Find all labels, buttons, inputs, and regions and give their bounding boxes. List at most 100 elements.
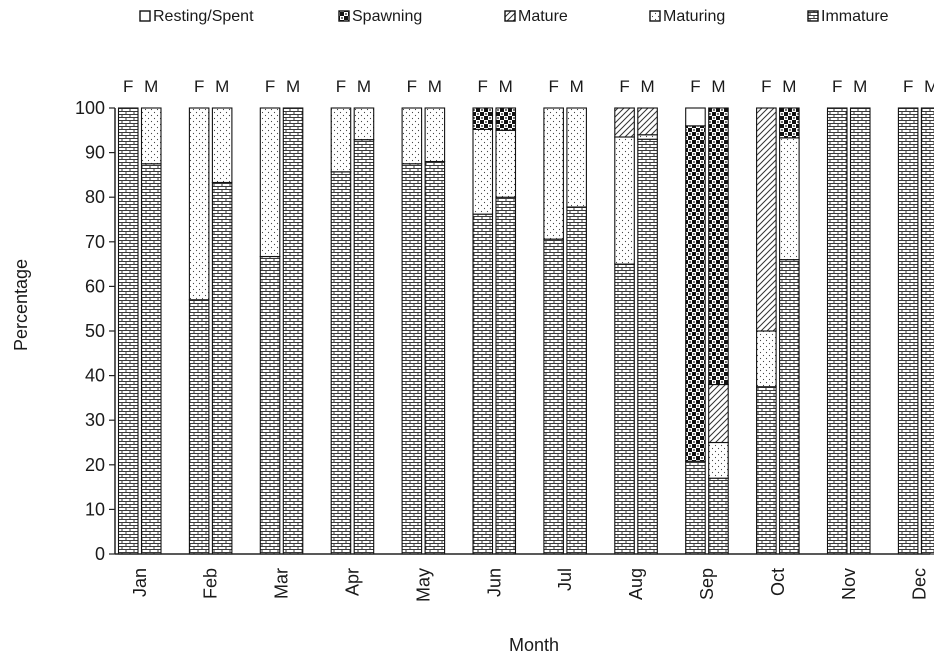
bar-segment-spawning [779, 107, 800, 139]
sex-label-f: F [761, 77, 771, 96]
x-tick-label: Feb [201, 568, 221, 599]
y-tick-label: 90 [85, 143, 105, 163]
sex-label-f: F [336, 77, 346, 96]
bar-aug-m [637, 107, 658, 555]
bar-segment-immature [708, 477, 729, 555]
x-tick-label: Oct [768, 568, 788, 596]
bar-segment-immature [140, 163, 162, 555]
x-tick-label: Jun [484, 568, 504, 597]
sex-label-m: M [711, 77, 725, 96]
bar-jun-m [495, 107, 517, 555]
bar-mar-m [282, 107, 304, 555]
sex-label-m: M [782, 77, 796, 96]
bar-segment-resting [685, 107, 706, 127]
bar-segment-maturing [637, 134, 658, 140]
bar-segment-immature [685, 460, 706, 555]
legend-swatch [649, 10, 661, 22]
bar-jul-m [566, 107, 587, 555]
y-tick-label: 20 [85, 455, 105, 475]
bar-jul-f [543, 107, 564, 555]
legend: Resting/Spent Spawning Mature Maturing Immat… [139, 8, 889, 25]
sex-label-m: M [853, 77, 867, 96]
legend-swatch [338, 10, 350, 22]
bar-segment-maturing [259, 107, 281, 258]
bar-segment-immature [495, 196, 517, 555]
legend-swatch [504, 10, 516, 22]
bar-mar-f [259, 107, 281, 555]
sex-label-f: F [123, 77, 133, 96]
legend-label: Spawning [352, 8, 422, 25]
bar-may-f [401, 107, 423, 555]
bar-segment-mature [708, 383, 729, 444]
y-tick-label: 50 [85, 321, 105, 341]
axes: 0 10 20 30 40 50 60 70 80 90 100 Jan Feb Mar Apr May Jun… [75, 98, 930, 602]
bar-segment-immature [211, 181, 233, 555]
legend-item-maturing: Maturing [649, 8, 725, 25]
bar-nov-m [849, 107, 871, 555]
bar-segment-immature [779, 259, 800, 555]
bar-segment-immature [353, 139, 375, 555]
bar-segment-maturing [779, 137, 800, 261]
bar-segment-immature [614, 263, 635, 555]
bar-nov-f [826, 107, 848, 555]
y-tick-label: 80 [85, 187, 105, 207]
x-tick-label: Dec [910, 568, 930, 600]
y-tick-label: 30 [85, 410, 105, 430]
sex-label-m: M [924, 77, 934, 96]
bar-segment-immature [543, 238, 564, 555]
bar-feb-f [188, 107, 210, 555]
legend-item-spawning: Spawning [338, 8, 422, 25]
sex-label-m: M [499, 77, 513, 96]
bar-apr-m [353, 107, 375, 555]
bar-segment-maturing [756, 330, 777, 388]
y-tick-label: 40 [85, 366, 105, 386]
bar-segment-immature [920, 107, 934, 555]
x-tick-label: Sep [697, 568, 717, 600]
sex-label-f: F [407, 77, 417, 96]
bar-segment-immature [849, 107, 871, 555]
bar-oct-f [756, 107, 777, 555]
bar-segment-maturing [495, 129, 517, 198]
bar-segment-maturing [211, 107, 233, 184]
bar-dec-m [920, 107, 934, 555]
bar-segment-immature [401, 163, 423, 555]
sex-label-f: F [690, 77, 700, 96]
sex-label-m: M [215, 77, 229, 96]
bar-segment-immature [282, 107, 304, 555]
x-tick-label: Apr [342, 568, 362, 596]
legend-item-mature: Mature [504, 8, 568, 25]
bar-segment-maturing [188, 107, 210, 301]
sex-label-m: M [286, 77, 300, 96]
sex-label-f: F [832, 77, 842, 96]
sex-label-m: M [428, 77, 442, 96]
bar-segment-spawning [495, 107, 517, 131]
bar-segment-maturing [140, 107, 162, 165]
bar-feb-m [211, 107, 233, 555]
bar-segment-immature [424, 160, 446, 555]
sex-label-f: F [619, 77, 629, 96]
bar-sep-f [685, 107, 706, 555]
legend-item-immature: Immature [807, 8, 889, 25]
legend-item-resting: Resting/Spent [139, 8, 254, 25]
y-tick-label: 0 [95, 544, 105, 564]
sex-label-f: F [265, 77, 275, 96]
x-tick-label: Aug [626, 568, 646, 600]
bar-sep-m [708, 107, 729, 555]
x-tick-label: Nov [839, 568, 859, 600]
bar-segment-spawning [708, 107, 729, 386]
bar-segment-maturing [353, 107, 375, 141]
bar-segment-maturing [566, 107, 587, 208]
x-tick-label: Jan [130, 568, 150, 597]
bar-segment-immature [330, 171, 352, 555]
bar-dec-f [897, 107, 919, 555]
bar-segment-mature [614, 107, 635, 138]
x-tick-label: May [413, 568, 433, 602]
bar-segment-maturing [330, 107, 352, 173]
bar-segment-maturing [424, 107, 446, 163]
bar-segment-immature [188, 299, 210, 555]
bar-segment-maturing [614, 136, 635, 265]
sex-label-f: F [903, 77, 913, 96]
bar-oct-m [779, 107, 800, 555]
